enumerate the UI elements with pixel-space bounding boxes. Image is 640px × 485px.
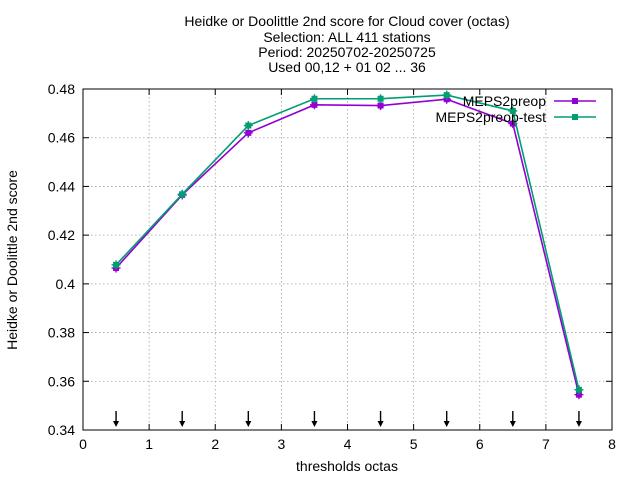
y-tick-label: 0.42 bbox=[48, 227, 75, 243]
data-point bbox=[376, 94, 386, 104]
y-tick-label: 0.4 bbox=[56, 276, 76, 292]
chart-title: Heidke or Doolittle 2nd score for Cloud … bbox=[184, 13, 509, 75]
title-line-4: Used 00,12 + 01 02 ... 36 bbox=[268, 59, 426, 75]
data-point bbox=[508, 106, 518, 116]
threshold-arrow bbox=[509, 411, 516, 427]
legend: MEPS2preop MEPS2preop-test bbox=[436, 93, 596, 125]
arrow-head bbox=[575, 421, 582, 427]
x-tick-label: 8 bbox=[608, 436, 616, 452]
x-tick-label: 3 bbox=[277, 436, 285, 452]
arrow-head bbox=[113, 421, 120, 427]
x-tick-label: 2 bbox=[211, 436, 219, 452]
grid bbox=[83, 89, 612, 430]
y-tick-label: 0.48 bbox=[48, 81, 75, 97]
legend-label-meps2preop: MEPS2preop bbox=[463, 93, 546, 109]
x-tick-label: 4 bbox=[344, 436, 352, 452]
series-line bbox=[115, 94, 580, 390]
legend-swatch bbox=[554, 98, 596, 104]
arrow-head bbox=[311, 421, 318, 427]
legend-swatch-marker bbox=[572, 98, 578, 104]
threshold-arrow bbox=[377, 411, 384, 427]
title-line-2: Selection: ALL 411 stations bbox=[263, 29, 430, 45]
x-axis-label: thresholds octas bbox=[296, 458, 398, 474]
arrow-head bbox=[179, 421, 186, 427]
legend-label-meps2preop-test: MEPS2preop-test bbox=[436, 109, 547, 125]
y-axis-label: Heidke or Doolittle 2nd score bbox=[4, 170, 20, 350]
x-tick-label: 7 bbox=[542, 436, 550, 452]
threshold-arrow bbox=[179, 411, 186, 427]
y-tick-label: 0.38 bbox=[48, 325, 75, 341]
threshold-arrow bbox=[443, 411, 450, 427]
axis-ticks: 0 1 2 3 4 5 6 7 8 0.34 0.36 0.38 0.4 0.42 0.44 0.46 0.48 bbox=[48, 81, 616, 452]
threshold-arrow bbox=[245, 411, 252, 427]
legend-swatch-marker bbox=[572, 114, 578, 120]
arrow-head bbox=[377, 421, 384, 427]
arrow-head bbox=[509, 421, 516, 427]
series bbox=[111, 90, 584, 400]
series-meps2preop-test bbox=[111, 90, 584, 395]
arrow-head bbox=[245, 421, 252, 427]
x-tick-label: 5 bbox=[410, 436, 418, 452]
data-point bbox=[309, 94, 319, 104]
title-line-3: Period: 20250702-20250725 bbox=[258, 44, 436, 60]
title-line-1: Heidke or Doolittle 2nd score for Cloud … bbox=[184, 13, 509, 29]
plot-frame bbox=[82, 88, 613, 431]
x-tick-label: 0 bbox=[79, 436, 87, 452]
y-tick-label: 0.44 bbox=[48, 178, 75, 194]
data-point bbox=[177, 189, 187, 199]
data-point bbox=[243, 121, 253, 131]
series-line bbox=[115, 98, 580, 395]
legend-swatch bbox=[554, 114, 596, 120]
y-tick-label: 0.34 bbox=[48, 422, 75, 438]
y-tick-label: 0.36 bbox=[48, 373, 75, 389]
threshold-arrow bbox=[575, 411, 582, 427]
data-point bbox=[111, 260, 121, 270]
threshold-arrows bbox=[113, 411, 582, 427]
threshold-arrow bbox=[311, 411, 318, 427]
threshold-arrow bbox=[113, 411, 120, 427]
y-tick-label: 0.46 bbox=[48, 130, 75, 146]
arrow-head bbox=[443, 421, 450, 427]
data-point bbox=[574, 385, 584, 395]
x-tick-label: 1 bbox=[145, 436, 153, 452]
x-tick-label: 6 bbox=[476, 436, 484, 452]
data-point bbox=[442, 90, 452, 100]
